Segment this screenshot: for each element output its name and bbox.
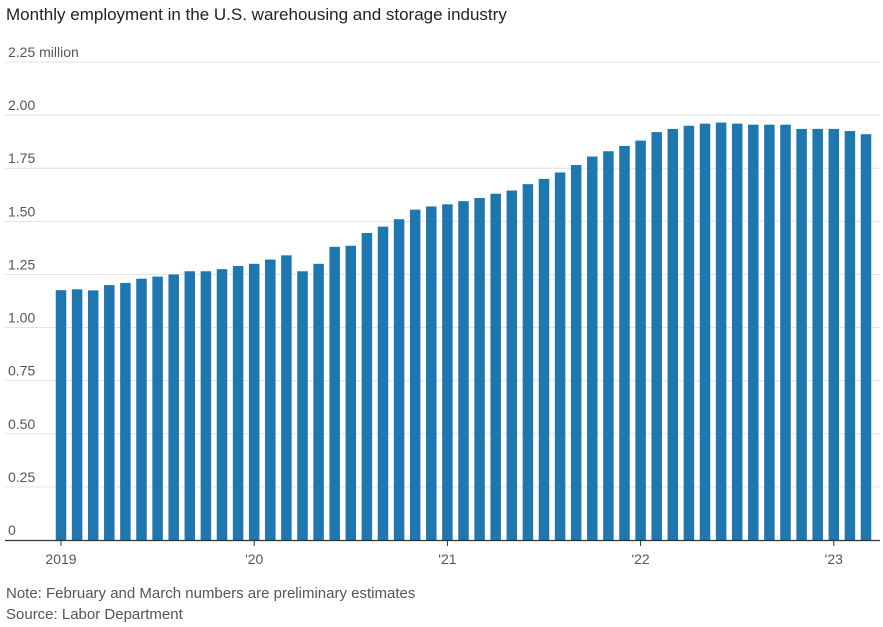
bar-2021-06 [522,184,534,540]
bar-2021-07 [538,178,550,540]
bar-2022-08 [748,124,759,540]
y-tick-label: 1.50 [8,203,35,219]
y-tick-label: 0.75 [8,363,35,379]
x-tick-label: 2019 [45,551,76,567]
bar-2022-02 [651,132,662,540]
bar-2019-11 [216,269,228,540]
chart-title: Monthly employment in the U.S. warehousi… [6,5,507,24]
bar-2020-03 [281,255,292,540]
bar-2021-03 [474,197,485,540]
bar-2021-04 [490,193,501,540]
chart-note: Note: February and March numbers are pre… [6,585,416,602]
bar-2021-10 [587,156,598,540]
bar-2020-07 [345,245,357,540]
bar-2020-08 [361,233,373,541]
bar-2019-06 [136,278,147,540]
bar-2022-12 [812,128,823,541]
bar-2020-12 [426,206,437,540]
bar-2019-04 [104,285,115,540]
bar-2019-12 [232,265,244,540]
y-tick-label: 0 [8,522,16,538]
y-tick-label: 2.25 million [8,44,79,60]
bar-2022-05 [699,123,711,540]
bar-chart: 0 0.25 0.50 0.75 1.00 1.25 1.50 1.75 2.00 2.25 mi… [5,44,880,567]
bar-2021-08 [554,172,566,540]
y-tick-label: 1.75 [8,150,35,166]
y-tick-label: 0.50 [8,416,35,432]
bar-2022-11 [796,128,807,541]
bar-2019-09 [184,271,196,540]
bar-2019-02 [71,289,83,540]
y-tick-label: 2.00 [8,97,35,113]
bar-2020-04 [297,271,308,540]
y-tick-label: 1.00 [8,310,35,326]
bar-2022-01 [635,140,646,541]
bar-2022-07 [731,123,743,540]
bar-2022-03 [667,128,679,541]
bar-2022-06 [715,122,727,541]
y-tick-label: 0.25 [8,469,35,485]
bar-2020-11 [409,209,421,540]
bar-2019-10 [200,271,212,540]
bar-2021-11 [603,151,614,540]
bar-2023-02 [844,131,856,541]
bar-2021-05 [506,190,518,541]
bar-2021-09 [570,165,582,540]
bar-2020-02 [265,259,276,540]
x-tick-label: '20 [245,551,263,567]
bar-2019-01 [55,290,67,540]
x-tick-label: '22 [631,551,649,567]
bar-2019-08 [168,274,179,540]
bar-2019-07 [152,276,163,540]
y-tick-label: 1.25 [8,256,35,272]
x-tick-label: '23 [825,551,843,567]
x-tick-label: '21 [438,551,456,567]
bar-2021-02 [458,201,469,540]
bar-2020-10 [393,219,405,540]
bar-2019-05 [120,282,131,540]
bar-2020-09 [377,226,389,540]
bar-2020-05 [313,263,324,540]
bar-2023-03 [860,134,872,540]
bar-2022-09 [764,124,775,540]
chart-source: Source: Labor Department [6,606,183,623]
bar-2022-04 [683,125,695,540]
bar-2023-01 [828,128,840,541]
bar-2019-03 [87,290,99,540]
bar-2020-06 [329,246,340,540]
bar-2021-12 [619,145,630,540]
bar-2022-10 [780,124,791,540]
bar-2021-01 [442,204,453,541]
bar-2020-01 [248,263,260,540]
